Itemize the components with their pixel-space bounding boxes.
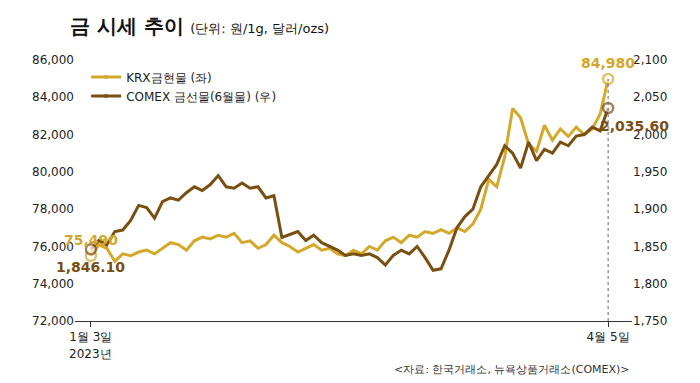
svg-text:2,035.60: 2,035.60 (600, 118, 669, 134)
svg-text:75,490: 75,490 (64, 232, 118, 248)
svg-text:2,000: 2,000 (633, 128, 667, 142)
svg-text:82,000: 82,000 (32, 128, 74, 142)
svg-text:1,900: 1,900 (633, 202, 667, 216)
svg-text:COMEX 금선물(6월물) (우): COMEX 금선물(6월물) (우) (126, 90, 276, 104)
svg-text:76,000: 76,000 (32, 240, 74, 254)
svg-text:4월 5일: 4월 5일 (587, 330, 630, 344)
svg-text:80,000: 80,000 (32, 165, 74, 179)
svg-text:2023년: 2023년 (69, 347, 112, 361)
svg-text:86,000: 86,000 (32, 53, 74, 67)
svg-text:72,000: 72,000 (32, 314, 74, 328)
svg-text:1,800: 1,800 (633, 277, 667, 291)
svg-text:1,950: 1,950 (633, 165, 667, 179)
svg-text:74,000: 74,000 (32, 277, 74, 291)
svg-text:1월 3일: 1월 3일 (69, 330, 112, 344)
svg-text:2,100: 2,100 (633, 53, 667, 67)
svg-text:1,850: 1,850 (633, 240, 667, 254)
svg-text:84,000: 84,000 (32, 90, 74, 104)
svg-text:2,050: 2,050 (633, 90, 667, 104)
svg-text:78,000: 78,000 (32, 202, 74, 216)
svg-text:금 시세 추이 (단위: 원/1g, 달러/ozs): 금 시세 추이 (단위: 원/1g, 달러/ozs) (70, 14, 329, 38)
svg-text:<자료: 한국거래소, 뉴욕상품거래소(COMEX)>: <자료: 한국거래소, 뉴욕상품거래소(COMEX)> (394, 363, 630, 376)
svg-text:1,846.10: 1,846.10 (56, 259, 125, 275)
svg-text:KRX금현물 (좌): KRX금현물 (좌) (126, 71, 212, 85)
svg-text:84,980: 84,980 (581, 55, 635, 71)
svg-text:1,750: 1,750 (633, 314, 667, 328)
